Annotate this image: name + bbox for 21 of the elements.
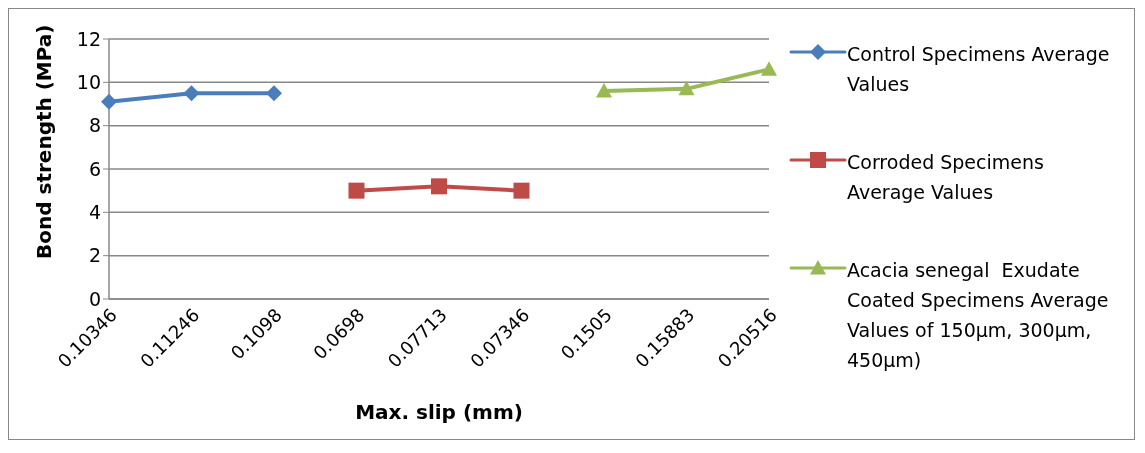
legend-label: Control Specimens Average Values [847, 42, 1111, 97]
point [266, 85, 282, 102]
y-tick-label: 10 [76, 71, 101, 94]
y-tick-label: 2 [88, 244, 101, 267]
x-axis-title: Max. slip (mm) [355, 400, 523, 424]
point [513, 182, 530, 199]
legend-label: Corroded Specimens Average Values [847, 150, 1045, 205]
point [596, 83, 612, 98]
point [678, 80, 695, 96]
point [183, 85, 200, 102]
point [348, 182, 365, 199]
y-tick-label: 8 [88, 114, 101, 137]
point [761, 61, 777, 76]
y-tick-label: 12 [76, 27, 101, 50]
y-axis-title: Bond strength (MPa) [32, 24, 57, 259]
point [101, 93, 117, 110]
y-tick-label: 4 [88, 201, 101, 224]
point [431, 178, 447, 195]
y-tick-label: 0 [88, 287, 101, 310]
legend-label: Acacia senegal Exudate Coated Specimens Average Values of 150µm, 300µm, 450µm) [847, 258, 1110, 373]
y-tick-label: 6 [88, 157, 101, 180]
